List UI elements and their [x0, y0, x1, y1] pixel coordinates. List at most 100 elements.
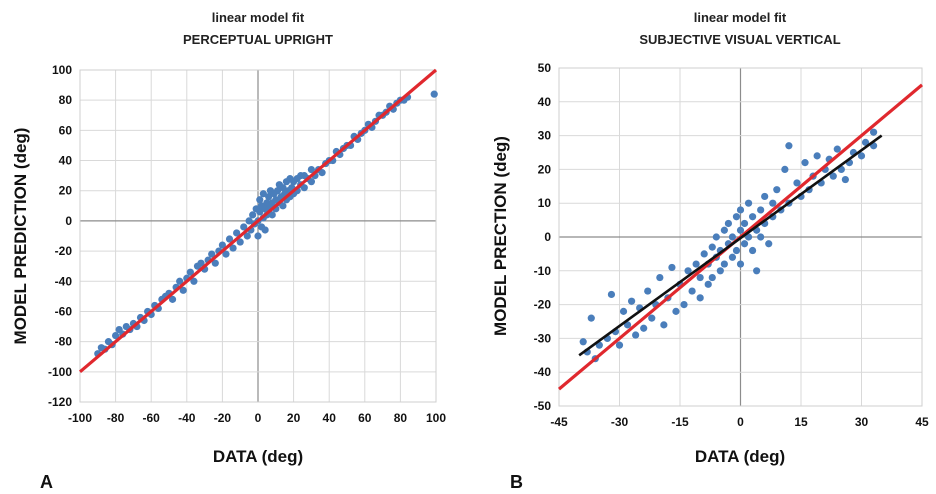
panel-a-data-point — [279, 202, 287, 210]
panel-b-data-point — [696, 273, 704, 282]
panel-b-plot-area: -45 -30 -15 0 15 30 45 50 40 30 20 10 0 -10 -20 -30 -40 -… — [534, 61, 929, 429]
panel-a-data-point — [243, 232, 251, 240]
panel-b-data-point — [632, 331, 640, 339]
panel-b-data-point — [648, 314, 656, 322]
panel-b-data-point — [870, 128, 878, 136]
panel-a-data-point — [245, 217, 253, 225]
panel-b-title: linear model fit — [694, 10, 787, 25]
panel-a-data-point — [179, 286, 187, 294]
panel-b-data-point — [732, 213, 741, 221]
panel-a-data-point — [318, 169, 326, 177]
panel-b-data-point — [829, 172, 837, 180]
panel-b-data-point — [785, 142, 793, 150]
panel-b-x-tick-label: 0 — [737, 415, 744, 429]
panel-a-data-point — [265, 193, 273, 201]
panel-b-data-point — [668, 263, 676, 272]
panel-a-x-tick-label: 100 — [426, 411, 446, 425]
panel-b-data-point — [696, 294, 704, 302]
panel-a-data-point — [190, 277, 198, 285]
panel-b-data-point — [728, 233, 737, 241]
panel-a-data-point — [300, 184, 308, 192]
panel-b-data-point — [712, 233, 720, 241]
panel-a-data-point — [259, 190, 267, 198]
panel-a-y-tick-label: -80 — [55, 335, 73, 349]
panel-a-plot-area: -100 -80 -60 -40 -20 0 20 40 60 80 100 100 80 60 40 20 0… — [48, 63, 446, 425]
panel-b-data-point — [744, 233, 753, 241]
panel-a-identity-line — [78, 68, 438, 374]
panel-a-x-tick-label: 60 — [358, 411, 372, 425]
panel-b-y-tick-label: -40 — [534, 365, 552, 379]
panel-b-y-tick-label: -30 — [534, 331, 552, 345]
panel-a-data-point — [430, 90, 438, 98]
panel-b-data-point — [841, 175, 849, 184]
panel-b-y-tick-label: 40 — [538, 95, 552, 109]
panel-b-y-tick-label: -10 — [534, 264, 552, 278]
panel-b-y-tick-label: -50 — [534, 399, 552, 413]
panel-b-data-point — [761, 192, 769, 201]
panel-a-y-tick-label: 40 — [59, 154, 73, 168]
panel-b-data-point — [724, 219, 733, 228]
panel-a-data-point — [168, 295, 177, 303]
panel-b-x-tick-label: 45 — [915, 415, 929, 429]
panel-b-data-point — [672, 307, 680, 315]
panel-a-data-point — [307, 178, 315, 186]
panel-a-y-tick-label: 0 — [65, 214, 72, 228]
panel-b-data-point — [740, 219, 749, 228]
panel-b-fit-line — [578, 134, 883, 357]
panel-b-y-tick-label: 30 — [538, 129, 552, 143]
panel-b-data-point — [623, 321, 632, 329]
panel-a-data-point — [176, 277, 184, 285]
panel-b-y-tick-label: 50 — [538, 61, 552, 75]
panel-a-y-tick-label: -40 — [55, 274, 73, 288]
panel-a-x-tick-label: -20 — [214, 411, 232, 425]
panel-a-data-point — [211, 259, 219, 267]
panel-b-data-point — [680, 301, 688, 309]
panel-b-data-point — [781, 165, 789, 173]
panel-a-data-point — [268, 211, 276, 219]
panel-b-data-point — [708, 273, 716, 282]
panel-a-data-point — [279, 184, 287, 192]
panel-b-data-point — [857, 152, 866, 160]
panel-b-data-point — [587, 314, 595, 322]
panel-b-x-tick-label: 30 — [855, 415, 869, 429]
panel-b-x-tick-label: -15 — [671, 415, 689, 429]
panel-b-data-point — [736, 226, 745, 234]
panel-a-data-point — [240, 223, 248, 231]
panel-b-data-point — [757, 233, 765, 241]
panel-a-data-point — [218, 241, 226, 249]
panel-a-data-point — [208, 250, 216, 258]
panel-a-x-tick-label: 80 — [394, 411, 408, 425]
panel-b-data-point — [813, 152, 821, 160]
panel-a-data-point — [186, 268, 194, 276]
panel-b-data-point — [728, 253, 737, 261]
panel-b-y-tick-label: -20 — [534, 298, 552, 312]
panel-a-x-tick-label: -60 — [143, 411, 161, 425]
panel-a-data-point — [307, 166, 315, 174]
panel-b-data-point — [740, 240, 749, 248]
panel-b-data-point — [793, 179, 801, 187]
panel-a-subtitle: PERCEPTUAL UPRIGHT — [183, 32, 333, 47]
panel-a-data-point — [256, 196, 264, 204]
panel-a-x-tick-label: -80 — [107, 411, 125, 425]
panel-b-data-point — [579, 338, 587, 346]
panel-a-x-tick-label: 40 — [323, 411, 337, 425]
panel-a-data-point — [222, 250, 230, 258]
panel-a-x-tick-label: 0 — [255, 411, 262, 425]
panel-b-data-point — [708, 243, 716, 251]
panel-b-data-point — [619, 307, 628, 315]
panel-a-data-point — [249, 211, 257, 219]
panel-a-data-point — [112, 332, 120, 340]
panel-b-data-point — [753, 267, 761, 275]
panel-b-x-tick-label: 15 — [794, 415, 808, 429]
panel-a-y-tick-label: -60 — [55, 304, 73, 318]
panel-b-data-point — [704, 280, 712, 288]
panel-a-x-tick-label: 20 — [287, 411, 301, 425]
panel-b-data-point — [736, 260, 745, 268]
panel-a-data-point — [233, 229, 241, 237]
panel-a-data-point — [236, 238, 244, 246]
panel-b-y-tick-label: 0 — [544, 230, 551, 244]
panel-b-x-tick-label: -45 — [550, 415, 568, 429]
panel-a-x-axis-label: DATA (deg) — [213, 447, 303, 466]
panel-b-data-point — [757, 206, 765, 214]
